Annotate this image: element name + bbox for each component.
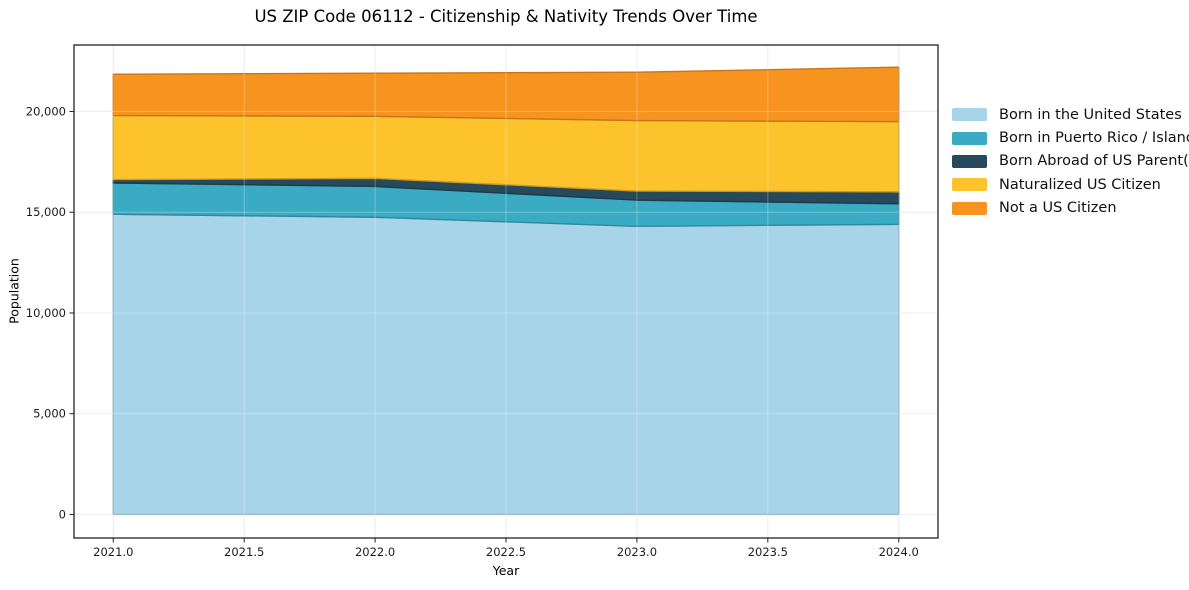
x-tick-label: 2022.5: [486, 545, 526, 559]
legend-label-puerto-rico: Born in Puerto Rico / Islands: [999, 130, 1189, 147]
legend-item-puerto-rico: Born in Puerto Rico / Islands: [952, 126, 1189, 149]
legend-swatch-naturalized: [952, 178, 987, 192]
area-series-4: [112, 66, 900, 123]
x-axis-label: Year: [492, 563, 520, 578]
legend-item-naturalized: Naturalized US Citizen: [952, 173, 1189, 196]
x-tick-label: 2021.0: [93, 545, 133, 559]
legend-swatch-born-abroad: [952, 154, 987, 168]
x-tick-label: 2024.0: [879, 545, 919, 559]
x-tick-label: 2022.0: [355, 545, 395, 559]
y-tick-label: 0: [59, 507, 66, 521]
legend: Born in the United States Born in Puerto…: [952, 103, 1189, 220]
chart-title: US ZIP Code 06112 - Citizenship & Nativi…: [254, 7, 758, 26]
x-tick-label: 2023.5: [748, 545, 788, 559]
legend-label-born-abroad: Born Abroad of US Parent(s): [999, 153, 1189, 170]
y-tick-label: 5,000: [33, 407, 66, 421]
y-tick-label: 15,000: [26, 205, 66, 219]
legend-item-born-abroad: Born Abroad of US Parent(s): [952, 150, 1189, 173]
legend-item-not-citizen: Not a US Citizen: [952, 197, 1189, 220]
legend-swatch-puerto-rico: [952, 131, 987, 145]
y-tick-label: 20,000: [26, 104, 66, 118]
legend-swatch-born-us: [952, 108, 987, 122]
legend-item-born-us: Born in the United States: [952, 103, 1189, 126]
legend-label-not-citizen: Not a US Citizen: [999, 200, 1117, 217]
x-tick-label: 2023.0: [617, 545, 657, 559]
legend-label-naturalized: Naturalized US Citizen: [999, 176, 1161, 193]
y-tick-label: 10,000: [26, 306, 66, 320]
legend-swatch-not-citizen: [952, 201, 987, 215]
y-axis-label: Population: [6, 258, 22, 324]
legend-label-born-us: Born in the United States: [999, 106, 1182, 123]
x-tick-label: 2021.5: [224, 545, 264, 559]
